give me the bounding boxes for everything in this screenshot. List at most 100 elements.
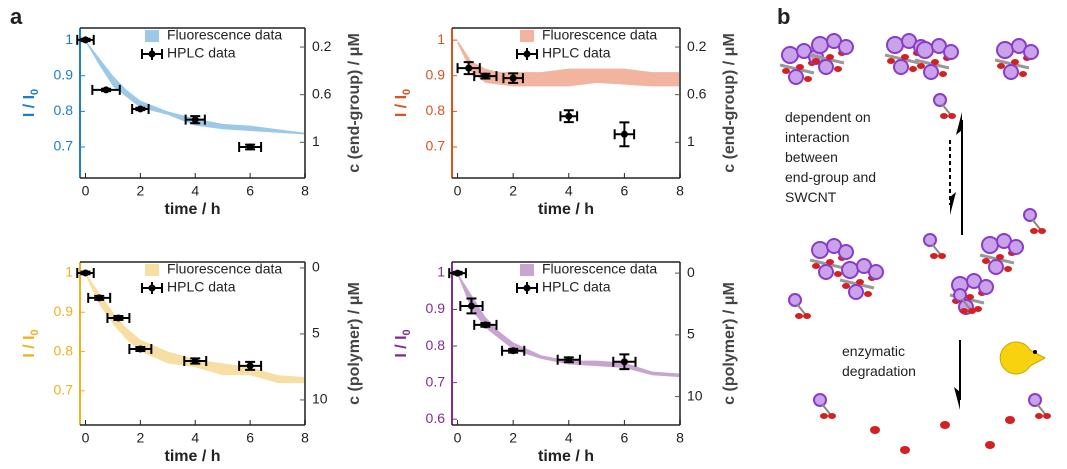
end-group xyxy=(870,426,880,434)
y-tick-label: 0.9 xyxy=(54,303,74,319)
legend-label: Fluorescence data xyxy=(167,261,282,277)
x-tick-label: 0 xyxy=(82,430,90,446)
end-group xyxy=(900,446,910,454)
y2-tick-label: 0.2 xyxy=(312,38,332,54)
y-tick-label: 1 xyxy=(437,31,445,47)
hplc-point xyxy=(509,347,517,355)
x-tick-label: 4 xyxy=(565,430,573,446)
text-line: dependent on xyxy=(785,109,871,125)
x-tick-label: 6 xyxy=(246,183,254,199)
hplc-point xyxy=(620,358,628,366)
hplc-point xyxy=(81,36,89,44)
hplc-point xyxy=(136,345,144,353)
y-error-cap xyxy=(463,61,474,76)
y-axis-title: I / I0 xyxy=(393,329,413,357)
polymer xyxy=(1023,208,1047,235)
hplc-point xyxy=(620,130,628,138)
y-tick-label: 0.9 xyxy=(426,66,446,82)
y2-axis-title: c (polymer) / μM xyxy=(721,282,738,405)
x-tick-label: 2 xyxy=(509,430,517,446)
y-axis-title-main: I / I xyxy=(393,95,410,117)
legend-marker xyxy=(148,284,156,292)
y-axis-title-sub: 0 xyxy=(29,89,41,95)
x-error-cap xyxy=(76,267,95,278)
x-error-cap xyxy=(238,142,263,153)
x-tick-label: 0 xyxy=(454,183,462,199)
hplc-point xyxy=(565,356,573,364)
legend-label: HPLC data xyxy=(167,279,236,295)
y-error-cap xyxy=(619,353,630,371)
y-tick-label: 0.9 xyxy=(426,300,446,316)
y-axis-title-sub: 0 xyxy=(401,329,413,335)
x-tick-label: 8 xyxy=(301,430,309,446)
y2-tick-label: 0.2 xyxy=(687,38,707,54)
y-axis-title: I / I0 xyxy=(393,89,413,117)
x-error-cap xyxy=(559,111,579,122)
hplc-point xyxy=(565,112,573,120)
hplc-point xyxy=(246,143,254,151)
x-error-cap xyxy=(183,355,208,366)
diagram xyxy=(778,32,1052,454)
x-tick-label: 2 xyxy=(136,183,144,199)
enzyme xyxy=(999,341,1047,375)
x-tick-label: 0 xyxy=(454,430,462,446)
legend-label: HPLC data xyxy=(542,279,611,295)
y-tick-label: 0.8 xyxy=(426,102,446,118)
arrow-head xyxy=(956,112,962,135)
x-error-cap xyxy=(184,114,206,125)
y-axis-title-sub: 0 xyxy=(401,89,413,95)
panel-label: b xyxy=(777,4,790,29)
legend-swatch xyxy=(520,264,534,276)
y-tick-label: 0.7 xyxy=(426,373,446,389)
text-line: interaction xyxy=(785,129,850,145)
hplc-point xyxy=(136,105,144,113)
y-error-cap xyxy=(466,297,477,315)
y-error-cap xyxy=(619,121,630,148)
y2-tick-label: 1 xyxy=(312,133,320,149)
text-line: between xyxy=(785,149,838,165)
end-group xyxy=(940,421,950,429)
y2-tick-label: 10 xyxy=(312,391,328,407)
complex xyxy=(913,37,960,81)
text-line: degradation xyxy=(842,363,916,379)
y-axis-title-main: I / I xyxy=(21,95,38,117)
x-error-cap xyxy=(613,129,636,140)
end-group xyxy=(1005,416,1015,424)
x-tick-label: 4 xyxy=(191,183,199,199)
legend-swatch xyxy=(145,30,159,42)
hplc-point xyxy=(81,269,89,277)
x-tick-label: 2 xyxy=(136,430,144,446)
arrow-head xyxy=(950,192,956,215)
y-tick-label: 1 xyxy=(65,31,73,47)
hplc-point xyxy=(246,362,254,370)
legend-marker xyxy=(523,50,531,58)
legend-label: Fluorescence data xyxy=(542,261,657,277)
y-tick-label: 0.8 xyxy=(54,342,74,358)
x-tick-label: 8 xyxy=(301,183,309,199)
x-axis-title: time / h xyxy=(164,201,220,218)
x-error-cap xyxy=(501,345,526,356)
y2-tick-label: 0 xyxy=(312,259,320,275)
x-axis-title: time / h xyxy=(538,448,594,465)
y-axis-title: I / I0 xyxy=(21,329,41,357)
arrow-head xyxy=(954,387,960,410)
legend-label: HPLC data xyxy=(167,45,236,61)
hplc-point xyxy=(481,321,489,329)
legend-label: HPLC data xyxy=(542,45,611,61)
polymer xyxy=(1028,393,1052,420)
y-tick-label: 0.7 xyxy=(54,138,74,154)
legend-label: Fluorescence data xyxy=(542,27,657,43)
x-tick-label: 8 xyxy=(676,430,684,446)
polymer xyxy=(813,393,837,420)
y-error-cap xyxy=(190,115,201,125)
polymer xyxy=(933,93,957,120)
y-tick-label: 0.8 xyxy=(426,337,446,353)
x-error-cap xyxy=(456,63,481,74)
x-error-cap xyxy=(459,300,484,311)
polymer xyxy=(788,293,812,320)
hplc-point xyxy=(465,64,473,72)
x-error-cap xyxy=(238,360,263,371)
